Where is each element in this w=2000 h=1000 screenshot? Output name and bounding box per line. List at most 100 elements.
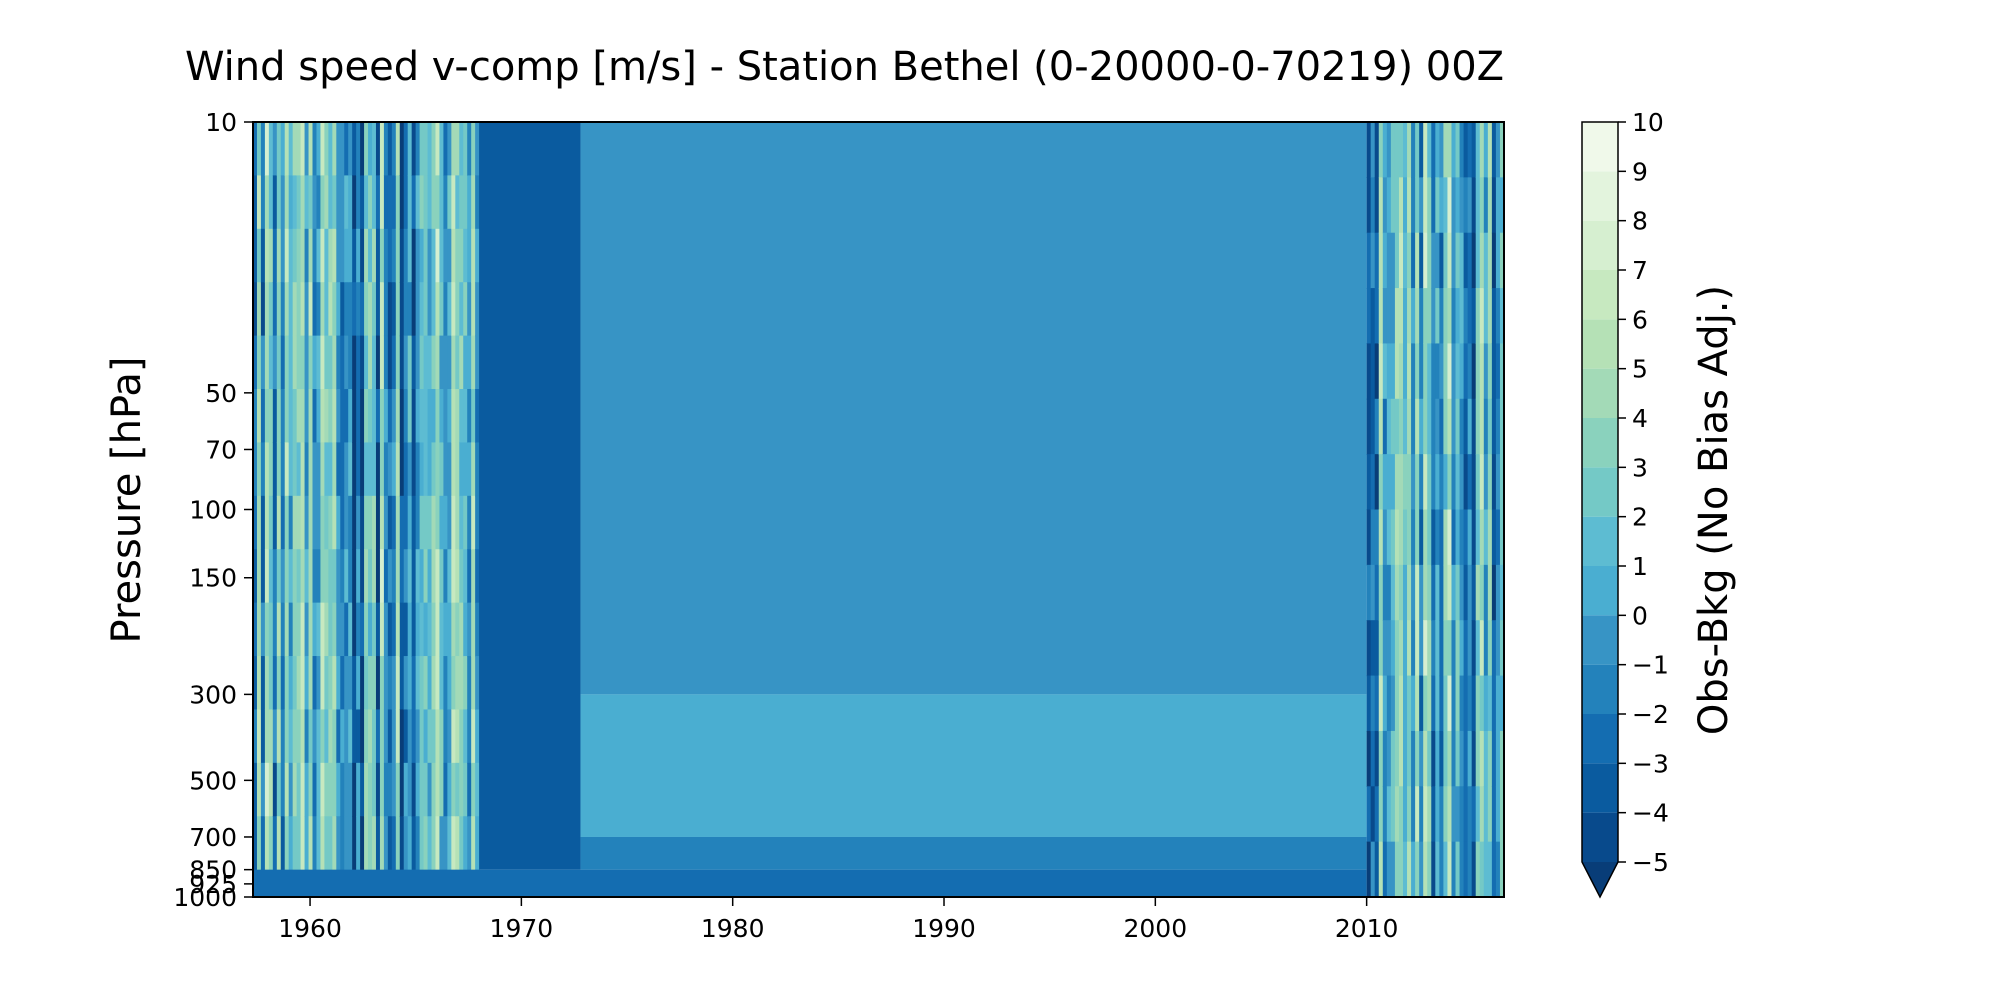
- heatmap-cell: [439, 495, 445, 550]
- heatmap-cell: [443, 495, 448, 550]
- heatmap-cell: [1467, 675, 1473, 732]
- heatmap-cell: [1483, 564, 1489, 621]
- heatmap-cell: [296, 282, 302, 337]
- heatmap-cell: [431, 122, 437, 176]
- heatmap-cell: [455, 709, 460, 764]
- heatmap-cell: [459, 816, 464, 871]
- heatmap-cell: [276, 602, 282, 657]
- heatmap-cell: [1366, 288, 1372, 345]
- heatmap-cell: [280, 389, 286, 444]
- heatmap-cell: [1439, 288, 1444, 345]
- heatmap-cell: [1471, 564, 1477, 621]
- heatmap-cell: [447, 549, 452, 604]
- heatmap-cell: [1427, 841, 1432, 897]
- heatmap-cell: [451, 602, 456, 657]
- heatmap-cell: [1394, 841, 1400, 897]
- heatmap-cell: [431, 709, 437, 764]
- heatmap-cell: [1423, 841, 1428, 897]
- heatmap-cell: [1403, 786, 1408, 843]
- heatmap-cell: [1366, 564, 1372, 621]
- heatmap-cell: [1398, 177, 1404, 234]
- heatmap-cell: [387, 762, 393, 817]
- heatmap-cell: [1411, 177, 1416, 234]
- heatmap-cell: [272, 549, 278, 604]
- heatmap-cell: [280, 602, 286, 657]
- heatmap-cell: [280, 656, 286, 711]
- heatmap-cell: [1463, 564, 1469, 621]
- heatmap-cell: [320, 549, 326, 604]
- heatmap-cell: [364, 549, 369, 604]
- heatmap-cell: [1386, 232, 1392, 289]
- heatmap-cell: [1459, 232, 1465, 289]
- colorbar-swatch: [1582, 418, 1618, 468]
- heatmap-cell: [443, 709, 448, 764]
- region-noisy-1957-1968: [253, 122, 480, 871]
- heatmap-cell: [411, 335, 417, 390]
- heatmap-cell: [332, 549, 337, 604]
- heatmap-cell: [1495, 841, 1501, 897]
- heatmap-cell: [1370, 786, 1376, 843]
- heatmap-cell: [435, 602, 441, 657]
- heatmap-cell: [320, 122, 326, 176]
- heatmap-cell: [276, 442, 282, 497]
- heatmap-cell: [292, 442, 298, 497]
- heatmap-cell: [1378, 620, 1384, 677]
- heatmap-cell: [1415, 398, 1420, 455]
- heatmap-cell: [471, 816, 476, 871]
- heatmap-cell: [328, 762, 333, 817]
- heatmap-cell: [379, 282, 385, 337]
- heatmap-cell: [292, 762, 298, 817]
- heatmap-cell: [1431, 564, 1436, 621]
- heatmap-cell: [348, 122, 353, 176]
- heatmap-cell: [288, 442, 294, 497]
- heatmap-cell: [260, 442, 266, 497]
- heatmap-cell: [1487, 509, 1493, 566]
- heatmap-cell: [288, 762, 294, 817]
- heatmap-cell: [1382, 232, 1388, 289]
- heatmap-cell: [1394, 620, 1400, 677]
- heatmap-cell: [451, 816, 456, 871]
- heatmap-cell: [403, 282, 409, 337]
- y-tick-label: 150: [189, 564, 237, 593]
- heatmap-cell: [407, 816, 413, 871]
- heatmap-cell: [411, 228, 417, 283]
- heatmap-cell: [1463, 675, 1469, 732]
- heatmap-cell: [471, 602, 476, 657]
- heatmap-cell: [1487, 786, 1493, 843]
- heatmap-cell: [1411, 564, 1416, 621]
- heatmap-cell: [1382, 454, 1388, 511]
- heatmap-cell: [1451, 509, 1457, 566]
- heatmap-cell: [348, 175, 353, 230]
- heatmap-cell: [300, 175, 306, 230]
- heatmap-cell: [1471, 122, 1477, 178]
- heatmap-cell: [1491, 730, 1497, 787]
- heatmap-cell: [280, 175, 286, 230]
- heatmap-cell: [336, 495, 341, 550]
- heatmap-cell: [1382, 177, 1388, 234]
- heatmap-cell: [1455, 343, 1461, 400]
- heatmap-cell: [253, 709, 258, 764]
- heatmap-cell: [1491, 841, 1497, 897]
- y-tick-label: 850: [189, 856, 237, 885]
- heatmap-cell: [296, 762, 302, 817]
- heatmap-cell: [328, 816, 333, 871]
- heatmap-cell: [284, 709, 290, 764]
- heatmap-cell: [364, 495, 369, 550]
- heatmap-cell: [1374, 177, 1380, 234]
- heatmap-cell: [264, 602, 270, 657]
- heatmap-cell: [1495, 232, 1501, 289]
- heatmap-cell: [260, 282, 266, 337]
- heatmap-cell: [1435, 786, 1440, 843]
- heatmap-cell: [1378, 564, 1384, 621]
- heatmap-cell: [439, 656, 445, 711]
- heatmap-cell: [1398, 454, 1404, 511]
- heatmap-cell: [455, 495, 460, 550]
- heatmap-cell: [419, 175, 425, 230]
- heatmap-cell: [1475, 564, 1481, 621]
- heatmap-cell: [364, 228, 369, 283]
- heatmap-cell: [256, 656, 262, 711]
- heatmap-cell: [1411, 841, 1416, 897]
- heatmap-cell: [1475, 675, 1481, 732]
- heatmap-cell: [375, 656, 381, 711]
- heatmap-cell: [344, 709, 349, 764]
